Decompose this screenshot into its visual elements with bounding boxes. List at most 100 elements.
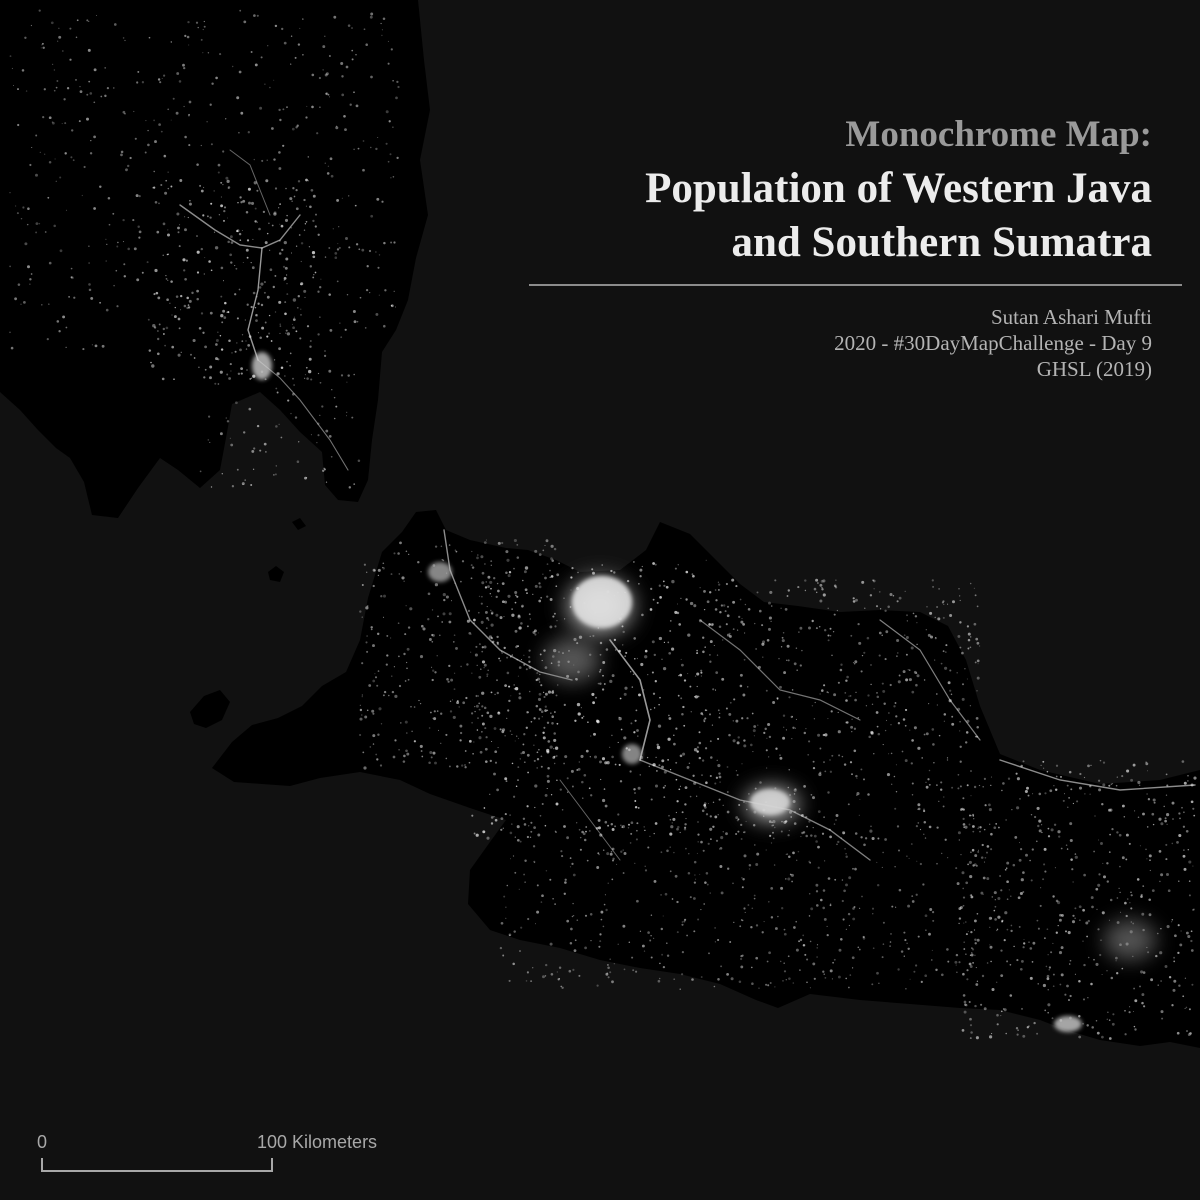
settlement-dot [165,326,169,330]
settlement-dot [363,28,366,31]
settlement-dot [962,972,965,976]
settlement-dot [390,177,392,179]
settlement-dot [403,754,406,758]
settlement-dot [1023,942,1026,945]
settlement-dot [549,625,553,629]
settlement-dot [786,659,788,661]
settlement-dot [449,700,452,702]
settlement-dot [30,24,32,27]
settlement-dot [1055,899,1059,903]
settlement-dot [403,580,405,582]
settlement-dot [1181,760,1185,763]
settlement-dot [93,101,96,104]
settlement-dot [1044,1009,1047,1012]
settlement-dot [431,666,433,668]
settlement-dot [946,948,949,951]
settlement-dot [702,650,705,654]
settlement-dot [1062,799,1065,802]
settlement-dot [222,280,225,282]
settlement-dot [516,645,518,647]
settlement-dot [708,623,711,626]
settlement-dot [440,712,443,715]
settlement-dot [1069,822,1073,826]
settlement-dot [88,288,92,292]
settlement-dot [673,851,675,854]
settlement-dot [966,978,969,981]
settlement-dot [1054,788,1058,791]
settlement-dot [827,718,829,720]
settlement-dot [1160,873,1164,877]
settlement-dot [336,248,340,251]
settlement-dot [959,745,962,748]
settlement-dot [718,798,721,801]
settlement-dot [257,302,260,305]
settlement-dot [661,759,665,763]
settlement-dot [797,586,800,589]
settlement-dot [1046,977,1050,981]
settlement-dot [650,914,653,916]
settlement-dot [958,917,962,920]
settlement-dot [630,722,633,725]
settlement-dot [936,704,939,706]
settlement-dot [755,863,759,866]
settlement-dot [574,719,577,722]
settlement-dot [1086,1024,1089,1027]
settlement-dot [770,620,772,623]
settlement-dot [668,714,670,717]
settlement-dot [949,614,953,617]
settlement-dot [1111,1022,1115,1026]
settlement-dot [1146,770,1149,772]
settlement-dot [663,584,666,587]
settlement-dot [199,184,202,187]
settlement-dot [167,187,170,190]
settlement-dot [274,311,277,313]
settlement-dot [863,778,865,781]
settlement-dot [385,663,388,666]
settlement-dot [815,904,819,907]
settlement-dot [414,740,416,743]
settlement-dot [484,727,487,730]
settlement-dot [708,952,710,955]
settlement-dot [540,684,543,687]
settlement-dot [821,587,823,589]
settlement-dot [1053,785,1055,787]
settlement-dot [1126,898,1129,900]
settlement-dot [182,258,186,262]
settlement-dot [644,869,648,872]
settlement-dot [896,600,899,603]
settlement-dot [223,316,227,319]
settlement-dot [518,696,522,700]
settlement-dot [641,613,644,617]
settlement-dot [508,934,511,937]
settlement-dot [558,978,561,980]
settlement-dot [795,718,797,720]
settlement-dot [361,696,363,698]
settlement-dot [685,570,689,574]
settlement-dot [200,38,203,41]
settlement-dot [1047,1003,1051,1007]
settlement-dot [298,441,300,443]
settlement-dot [207,439,210,441]
settlement-dot [897,722,901,725]
settlement-dot [1070,788,1073,791]
settlement-dot [93,207,96,210]
settlement-dot [896,638,900,643]
settlement-dot [355,104,359,108]
settlement-dot [162,254,164,256]
settlement-dot [521,604,524,608]
settlement-dot [1003,1008,1007,1012]
settlement-dot [975,967,977,969]
settlement-dot [1016,1033,1019,1036]
settlement-dot [700,976,703,978]
settlement-dot [431,678,434,682]
settlement-dot [170,185,173,188]
settlement-dot [817,582,819,584]
settlement-dot [489,580,493,584]
settlement-dot [768,834,772,838]
settlement-dot [275,425,278,428]
settlement-dot [652,598,655,601]
settlement-dot [681,921,684,923]
settlement-dot [681,712,684,716]
settlement-dot [854,660,858,664]
settlement-dot [890,933,892,935]
